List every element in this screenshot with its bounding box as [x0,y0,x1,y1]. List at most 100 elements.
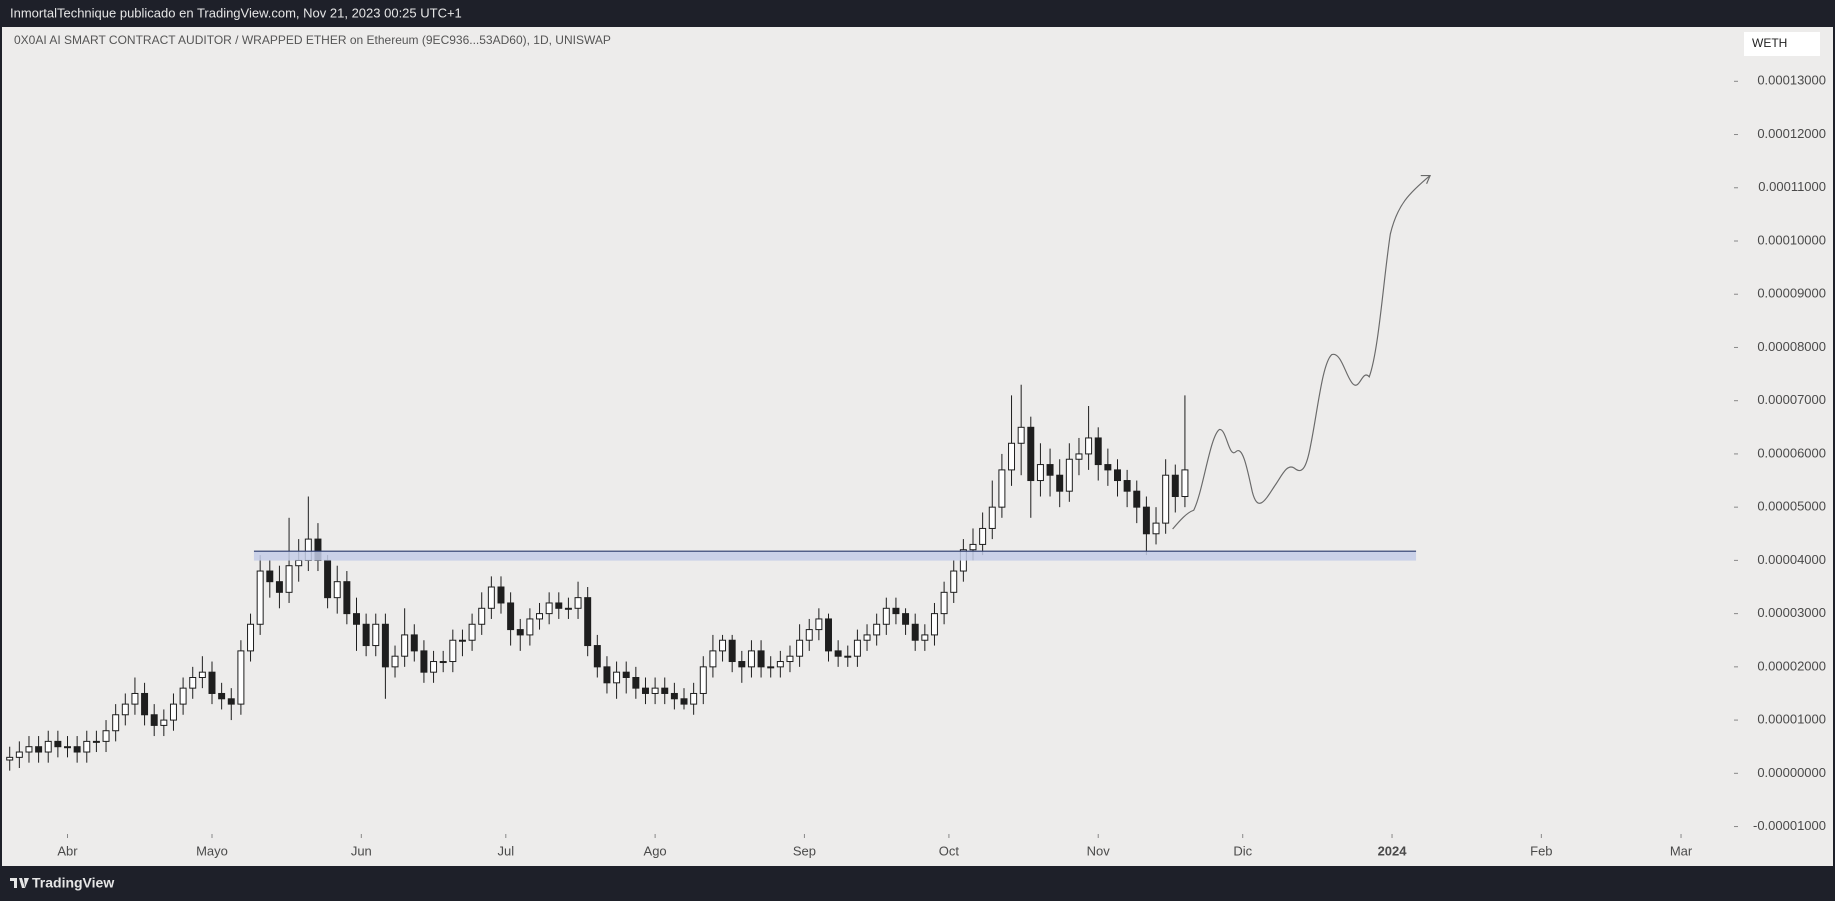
candle-body [353,613,360,625]
x-tick-label: Ago [644,843,667,858]
candle-body [950,570,958,593]
y-tick-label: -0.00001000 [1753,818,1826,833]
candle-body [487,586,495,609]
candle-body [1181,469,1189,498]
x-tick-label: Oct [939,843,960,858]
candle-body [1094,437,1102,466]
candle-body [362,623,370,647]
candle-body [189,676,197,689]
candle-body [439,661,447,664]
candle-body [449,639,457,663]
candle-body [757,650,765,668]
candle-body [218,692,226,700]
candle-body [25,746,33,753]
y-tick-label: 0.00011000 [1758,179,1826,194]
candle-body [853,639,861,657]
candle-body [641,687,649,694]
candle-body [507,602,515,631]
candle-body [988,506,996,529]
candle-body [863,634,871,641]
candle-body [940,591,948,615]
candle-body [613,671,621,684]
candle-body [516,629,524,636]
candle-body [275,581,283,593]
chart-area [2,27,1833,866]
candle-body [372,623,380,647]
candle-body [998,469,1006,508]
y-tick-label: 0.00006000 [1757,445,1826,460]
candle-body [160,719,168,726]
candle-body [680,698,688,705]
candle-body [343,581,351,615]
y-tick-label: 0.00004000 [1757,552,1826,567]
x-tick-label: Feb [1530,843,1552,858]
candle-body [121,703,129,716]
candle-body [73,746,81,753]
candle-body [92,740,100,743]
candle-body [1133,490,1141,508]
x-tick-label: Jun [351,843,372,858]
candle-body [921,634,929,641]
candle-body [1162,474,1170,524]
publisher-line: InmortalTechnique publicado en TradingVi… [10,5,462,20]
candle-body [247,623,255,652]
candle-body [1123,480,1131,492]
candle-body [497,586,505,604]
candle-body [834,650,842,657]
candle-body [902,613,910,625]
brand-logo [10,878,29,888]
currency-box[interactable] [1744,32,1820,56]
chart-title: 0X0AI AI SMART CONTRACT AUDITOR / WRAPPE… [14,33,611,47]
candle-body [430,661,438,673]
candle-body [295,559,303,567]
candle-body [1152,522,1160,535]
x-tick-label: Abr [57,843,78,858]
candle-body [1085,437,1093,455]
candle-body [54,740,62,748]
candle-body [208,671,216,694]
candle-body [815,618,823,631]
y-tick-label: 0.00009000 [1757,286,1826,301]
candle-body [150,714,158,726]
candle-body [969,543,977,551]
candle-body [179,687,187,705]
candle-body [805,629,813,641]
candle-body [632,676,640,689]
currency-label: WETH [1752,36,1787,50]
candle-body [651,687,659,694]
candle-body [747,650,755,668]
candle-body [526,618,534,636]
candle-body [227,698,235,705]
candle-body [699,666,707,694]
candle-body [564,607,572,610]
candle-body [882,607,890,625]
candle-body [1065,458,1073,492]
candle-body [381,623,389,668]
candle-body [873,623,881,636]
candle-body [709,650,717,668]
y-tick-label: 0.00000000 [1757,765,1826,780]
candle-body [401,634,409,657]
candle-body [844,655,852,658]
candle-body [1027,426,1035,482]
brand-name: TradingView [32,875,114,891]
candle-body [420,650,428,673]
x-tick-label: Nov [1087,843,1111,858]
y-tick-label: 0.00008000 [1757,339,1826,354]
y-tick-label: 0.00007000 [1757,392,1826,407]
support-zone [253,551,1417,561]
candle-body [256,570,264,625]
candle-body [391,655,399,668]
candle-body [1036,464,1044,482]
candle-body [584,597,592,647]
candle-body [64,746,71,749]
candle-body [35,746,43,753]
candle-body [1075,453,1083,460]
y-tick-label: 0.00002000 [1757,658,1826,673]
candle-body [112,714,120,732]
y-tick-label: 0.00003000 [1757,605,1826,620]
y-tick-label: 0.00013000 [1757,73,1826,88]
candle-body [593,645,601,668]
candle-body [719,639,727,652]
candle-body [15,751,23,758]
